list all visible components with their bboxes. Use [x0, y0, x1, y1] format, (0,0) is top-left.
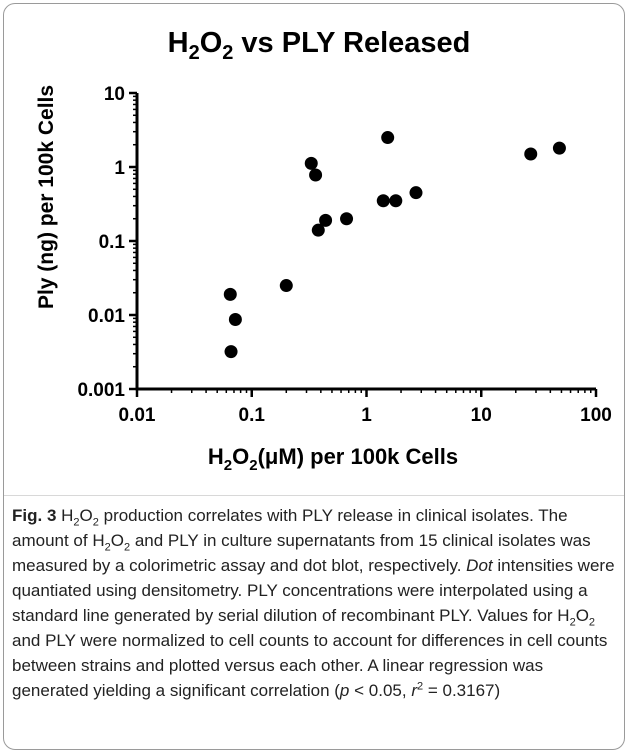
caption-italic: p	[339, 681, 350, 700]
caption-text: H2O2 production correlates with PLY rele…	[12, 506, 615, 700]
caption-subscript: 2	[123, 541, 131, 554]
data-point	[223, 287, 237, 301]
chart-title: H2O2 vs PLY Released	[168, 27, 471, 64]
x-tick-label: 10	[471, 405, 492, 426]
data-point	[381, 131, 395, 145]
caption-run: < 0.05,	[349, 681, 412, 700]
data-point	[389, 194, 403, 208]
y-tick-label: 1	[114, 158, 125, 179]
y-tick-label: 0.001	[77, 380, 125, 401]
axis-ticks: 0.001 0.01 0.1 1 10 0.01 0.1 1 10 100	[77, 84, 611, 426]
data-point	[311, 223, 325, 237]
data-points	[223, 131, 566, 359]
x-tick-label: 0.1	[239, 405, 266, 426]
caption-subscript: 2	[92, 516, 99, 529]
data-point	[340, 212, 354, 226]
data-point	[552, 141, 566, 155]
figure-caption: Fig. 3 H2O2 production correlates with P…	[12, 503, 616, 703]
data-point	[319, 213, 333, 227]
data-point	[376, 194, 390, 208]
data-point	[224, 345, 238, 359]
data-point	[228, 312, 242, 326]
caption-run: and PLY in culture supernatants from 15 …	[12, 531, 591, 575]
figure-frame	[3, 3, 625, 750]
caption-run: production correlates with PLY release i…	[12, 506, 568, 550]
data-point	[304, 156, 318, 170]
caption-italic: r	[411, 681, 417, 700]
x-axis-label: H2O2(μM) per 100k Cells	[208, 444, 458, 474]
scatter-chart: H2O2 vs PLY Released 0.001 0.01 0.1 1 10 0.01…	[35, 27, 612, 474]
figure-label: Fig. 3	[12, 506, 57, 525]
caption-run: and PLY were normalized to cell counts t…	[12, 631, 608, 700]
caption-subscript: 2	[73, 516, 80, 529]
caption-superscript: 2	[416, 680, 424, 693]
caption-run: O	[110, 531, 124, 550]
x-tick-label: 100	[580, 405, 612, 426]
data-point	[524, 147, 538, 161]
data-point	[309, 168, 323, 182]
caption-run: H	[56, 506, 74, 525]
y-tick-label: 10	[104, 84, 125, 105]
caption-italic: Dot	[466, 556, 493, 575]
y-axis-label: Ply (ng) per 100k Cells	[35, 85, 58, 309]
caption-run: O	[575, 606, 589, 625]
y-tick-label: 0.01	[88, 306, 125, 327]
y-tick-label: 0.1	[99, 232, 126, 253]
caption-divider	[4, 495, 624, 496]
caption-run: O	[79, 506, 93, 525]
caption-subscript: 2	[104, 541, 111, 554]
x-tick-label: 0.01	[119, 405, 156, 426]
caption-subscript: 2	[569, 616, 576, 629]
caption-run: intensities were quantiated using densit…	[12, 556, 615, 625]
axes	[135, 93, 596, 391]
data-point	[279, 279, 293, 293]
x-tick-label: 1	[361, 405, 372, 426]
caption-subscript: 2	[588, 616, 596, 629]
data-point	[409, 186, 423, 200]
caption-run: = 0.3167)	[423, 681, 501, 700]
